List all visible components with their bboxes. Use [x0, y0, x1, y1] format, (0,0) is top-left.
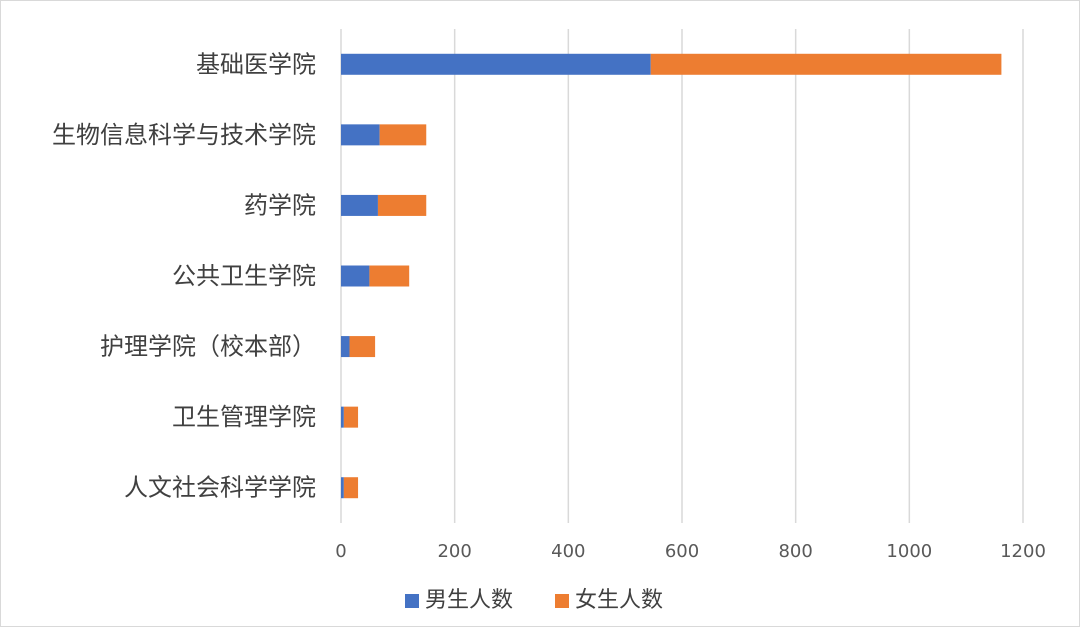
bar-segment-female	[650, 53, 1002, 75]
bar-segment-female	[349, 336, 376, 358]
category-label: 护理学院（校本部）	[100, 333, 316, 361]
legend-swatch	[405, 594, 419, 608]
legend-label: 男生人数	[425, 588, 513, 613]
bar-segment-male	[341, 265, 370, 287]
category-label: 公共卫生学院	[172, 262, 316, 290]
x-tick-label: 400	[551, 541, 585, 562]
bar-segment-female	[379, 124, 427, 146]
x-tick-label: 800	[778, 541, 812, 562]
x-tick-label: 1200	[1000, 541, 1046, 562]
legend-label: 女生人数	[575, 588, 663, 613]
x-tick-label: 0	[335, 541, 346, 562]
category-label: 基础医学院	[196, 50, 316, 78]
bar-segment-male	[341, 406, 344, 428]
x-tick-label: 1000	[886, 541, 932, 562]
category-label: 卫生管理学院	[172, 403, 316, 431]
bar-segment-male	[341, 124, 380, 146]
bar-segment-male	[341, 336, 350, 358]
bar-segment-male	[341, 53, 651, 75]
category-label: 人文社会科学学院	[124, 474, 316, 502]
bar-segment-female	[369, 265, 410, 287]
bar-segment-female	[343, 406, 359, 428]
category-label: 药学院	[244, 191, 316, 219]
bar-segment-female	[377, 194, 427, 216]
x-tick-label: 200	[437, 541, 471, 562]
x-tick-label: 600	[665, 541, 699, 562]
bar-segment-male	[341, 194, 378, 216]
category-label: 生物信息科学与技术学院	[52, 121, 316, 149]
legend-swatch	[555, 594, 569, 608]
bar-segment-male	[341, 477, 344, 499]
bar-segment-female	[343, 477, 359, 499]
